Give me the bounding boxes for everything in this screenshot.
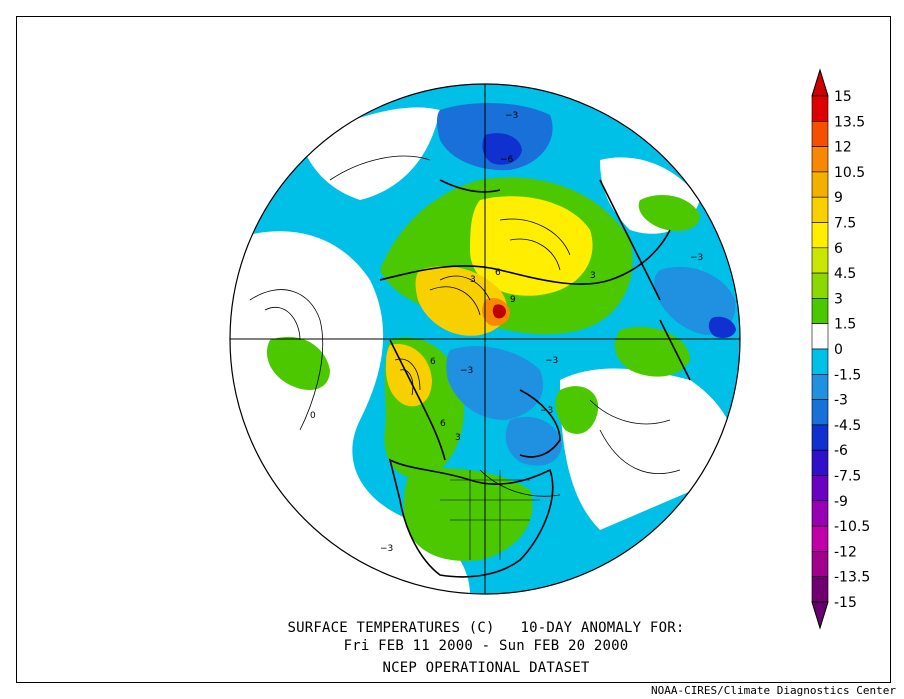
- colorbar-tick-label: -10.5: [834, 519, 870, 535]
- colorbar-tick-label: -4.5: [834, 418, 861, 434]
- colorbar-tick-label: -1.5: [834, 367, 861, 383]
- contour-label: −6: [500, 155, 514, 165]
- colorbar-swatch: [811, 247, 829, 274]
- colorbar-swatch: [811, 424, 829, 451]
- colorbar-swatch: [811, 272, 829, 299]
- colorbar-legend: 15 13.5 12 10.5 9 7.5 6 4.5 3 1.5 0 -1.5 -3 -4.5 -6 -7.…: [811, 68, 870, 630]
- colorbar-swatch: [811, 576, 829, 603]
- contour-label: −3: [545, 356, 558, 366]
- colorbar-tick-label: 15: [834, 89, 852, 105]
- colorbar-tick-label: 3: [834, 291, 843, 307]
- colorbar-swatch: [811, 500, 829, 527]
- colorbar-swatch: [811, 399, 829, 426]
- colorbar-tick-label: 1.5: [834, 317, 856, 333]
- colorbar-swatch: [811, 373, 829, 400]
- colorbar-swatch: [811, 222, 829, 249]
- polar-map: −3 −6 −3 −3 −3 −3 −3 0 3 6 9 6 6 3 3: [230, 84, 740, 594]
- colorbar-tick-label: 6: [834, 241, 843, 257]
- colorbar-swatch: [811, 525, 829, 552]
- contour-label: 0: [310, 411, 316, 421]
- contour-label: 3: [455, 433, 461, 443]
- contour-label: 9: [510, 295, 516, 305]
- warm-maximum-region: [492, 304, 506, 319]
- contour-label: 3: [470, 275, 476, 285]
- colorbar-tick-label: 13.5: [834, 114, 865, 130]
- colorbar-tick-label: 9: [834, 190, 843, 206]
- colorbar-tick-label: 12: [834, 140, 852, 156]
- contour-lines: [249, 155, 681, 497]
- contour-label: 6: [430, 357, 436, 367]
- colorbar-top-cap: [811, 68, 829, 97]
- contour-label: 6: [495, 268, 501, 278]
- colorbar-tick-label: 0: [834, 342, 843, 358]
- colorbar-swatch: [811, 121, 829, 147]
- colorbar-swatch: [811, 449, 829, 476]
- contour-label: −3: [460, 366, 473, 376]
- contour-label: −3: [505, 111, 518, 121]
- colorbar-tick-label: 7.5: [834, 216, 856, 232]
- colorbar-swatch: [811, 475, 829, 502]
- colorbar-swatch: [811, 196, 829, 223]
- warm-anomaly-region-pacific: [266, 336, 330, 390]
- caption-line-3: NCEP OPERATIONAL DATASET: [382, 660, 590, 676]
- warm-anomaly-region-usa: [403, 468, 533, 561]
- zero-anomaly-region-atlantic: [560, 368, 740, 530]
- caption-line-2: Fri FEB 11 2000 - Sun FEB 20 2000: [343, 638, 629, 654]
- colorbar-tick-label: -7.5: [834, 469, 861, 485]
- graticule: [440, 470, 540, 560]
- colorbar-bottom-cap: [811, 601, 829, 630]
- colorbar-tick-label: -9: [834, 494, 848, 510]
- contour-label-group: −3 −6 −3 −3 −3 −3 −3 0 3 6 9 6 6 3 3: [310, 111, 703, 554]
- colorbar-swatch: [811, 348, 829, 375]
- cold-anomaly-region-north-core: [482, 133, 522, 165]
- colorbar-tick-label: 10.5: [834, 165, 865, 181]
- cold-anomaly-region-canada: [446, 346, 544, 420]
- plot-frame: [16, 16, 891, 683]
- colorbar-swatch: [811, 298, 829, 324]
- colorbar-swatch: [811, 146, 829, 173]
- colorbar-tick-label: -6: [834, 443, 848, 459]
- contour-label: −3: [540, 406, 553, 416]
- contour-label: −3: [690, 253, 703, 263]
- cold-anomaly-region-hudson: [505, 416, 562, 466]
- coastlines: [379, 179, 691, 578]
- map-border: [229, 83, 741, 595]
- colorbar-swatch: [811, 95, 829, 122]
- warm-anomaly-region-europe: [638, 195, 700, 232]
- contour-label: 3: [590, 271, 596, 281]
- cold-anomaly-region-east-core: [708, 316, 736, 338]
- colorbar-swatch: [811, 171, 829, 198]
- contour-label: 6: [440, 419, 446, 429]
- colorbar-tick-label: -3: [834, 393, 848, 409]
- colorbar-tick-label: -13.5: [834, 570, 870, 586]
- colorbar-tick-label: -12: [834, 544, 857, 560]
- colorbar-tick-label: 4.5: [834, 266, 856, 282]
- credit-label: NOAA-CIRES/Climate Diagnostics Center: [650, 684, 896, 697]
- colorbar-tick-label: -15: [834, 595, 857, 611]
- warm-anomaly-region-greenland: [555, 386, 599, 434]
- caption-line-1: SURFACE TEMPERATURES (C) 10-DAY ANOMALY …: [287, 620, 685, 636]
- contour-label: −3: [380, 544, 393, 554]
- colorbar-swatch: [811, 551, 829, 578]
- colorbar-swatch: [811, 323, 829, 350]
